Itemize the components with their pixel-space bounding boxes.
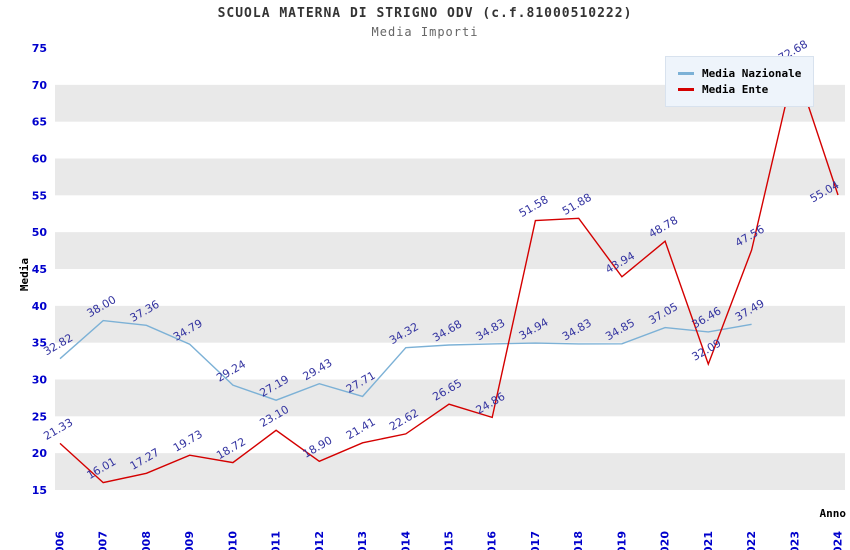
legend-item-media-nazionale: Media Nazionale [678, 67, 801, 80]
y-tick-label: 45 [32, 263, 47, 276]
x-axis-title: Anno [819, 507, 847, 520]
series-line [59, 319, 752, 401]
x-tick-label: 2024 [832, 531, 845, 550]
y-tick-label: 25 [32, 410, 47, 423]
y-tick-label: 40 [32, 300, 48, 313]
x-tick-label: 2019 [615, 531, 628, 550]
x-tick-label: 2011 [270, 531, 283, 550]
x-tick-label: 2015 [443, 531, 456, 550]
x-tick-label: 2017 [529, 531, 542, 550]
y-tick-label: 35 [32, 337, 47, 350]
data-label: 29.43 [301, 356, 335, 383]
x-tick-label: 2022 [745, 531, 758, 550]
x-tick-label: 2007 [97, 531, 110, 550]
y-tick-label: 20 [32, 447, 48, 460]
y-axis-title: Media [18, 257, 32, 292]
legend-label-nazionale: Media Nazionale [702, 67, 802, 80]
x-tick-label: 2021 [702, 531, 715, 550]
series-line [59, 62, 839, 484]
x-tick-label: 2008 [140, 531, 153, 550]
x-tick-label: 2006 [54, 531, 67, 550]
x-tick-label: 2010 [226, 531, 239, 550]
x-tick-label: 2009 [183, 531, 196, 550]
legend-swatch-ente-icon [678, 88, 694, 91]
legend-swatch-nazionale-icon [678, 72, 694, 75]
legend-item-media-ente: Media Ente [678, 83, 801, 96]
chart-title: SCUOLA MATERNA DI STRIGNO ODV (c.f.81000… [217, 6, 633, 21]
y-tick-label: 30 [32, 374, 48, 387]
x-tick-label: 2020 [659, 531, 672, 550]
x-tick-label: 2014 [399, 531, 412, 550]
x-tick-label: 2016 [486, 531, 499, 550]
chart-subtitle: Media Importi [371, 25, 479, 39]
x-tick-label: 2013 [356, 531, 369, 550]
data-label: 21.41 [344, 415, 378, 442]
plot-band [55, 379, 845, 417]
plot-band [55, 305, 845, 343]
y-tick-label: 15 [32, 484, 47, 497]
y-tick-label: 65 [32, 116, 47, 129]
y-tick-label: 75 [32, 42, 47, 55]
x-tick-label: 2012 [313, 531, 326, 550]
y-tick-label: 55 [32, 189, 47, 202]
legend: Media Nazionale Media Ente [665, 56, 815, 107]
data-label: 51.58 [517, 193, 551, 220]
plot-band [55, 232, 845, 269]
y-tick-label: 50 [32, 226, 48, 239]
plot-band [55, 158, 845, 196]
legend-label-ente: Media Ente [702, 83, 769, 96]
data-label: 19.73 [171, 428, 205, 455]
x-tick-label: 2023 [788, 531, 801, 550]
y-tick-label: 70 [32, 79, 48, 92]
x-tick-label: 2018 [572, 531, 585, 550]
y-tick-label: 60 [32, 153, 48, 166]
plot-band [55, 453, 845, 490]
